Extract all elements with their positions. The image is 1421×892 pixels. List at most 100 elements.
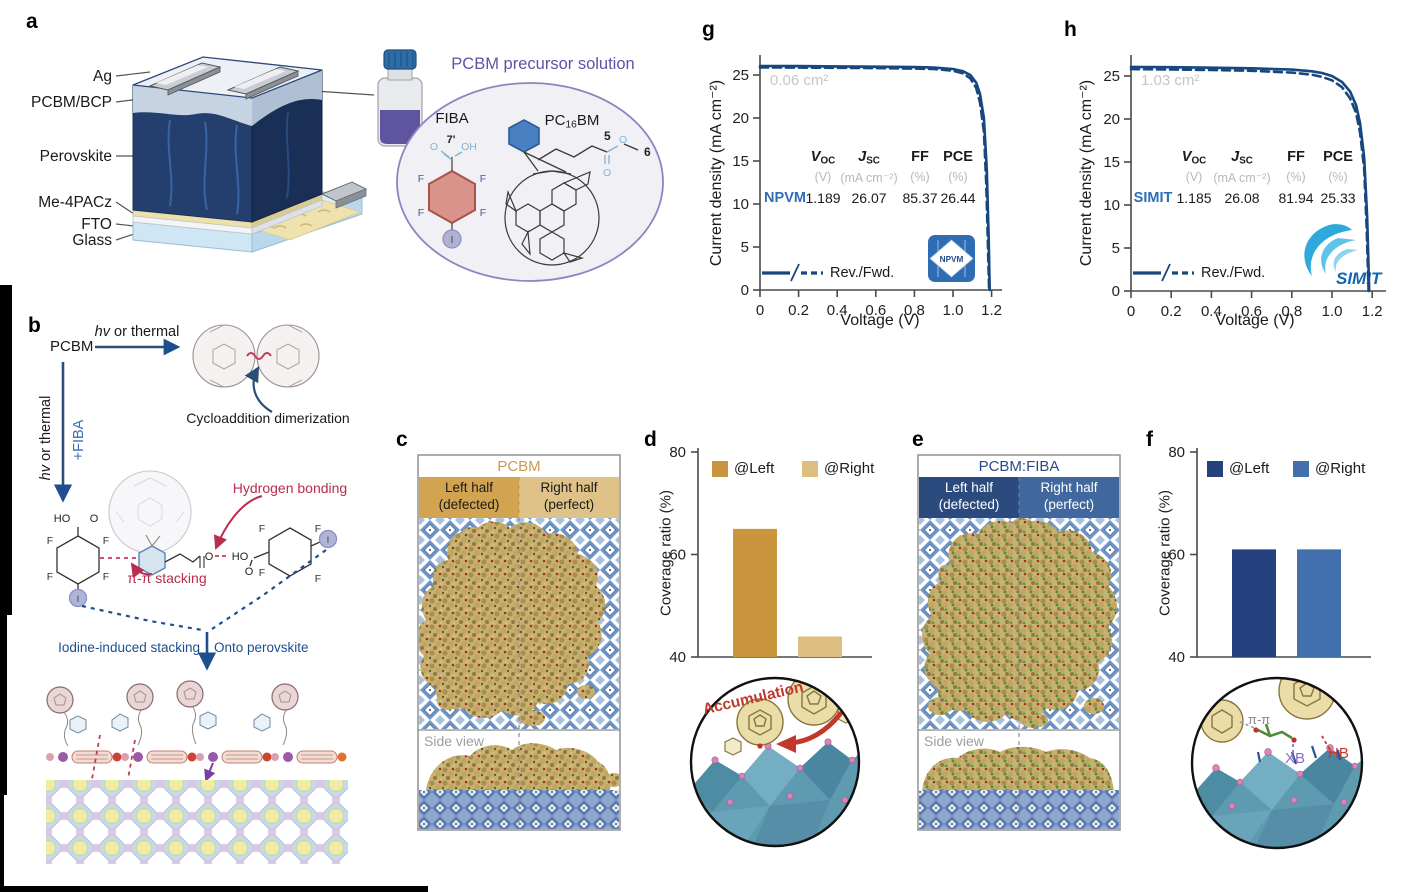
solution-title: PCBM precursor solution [451,55,635,73]
y-tick-label: 40 [1168,649,1185,666]
y-tick-label: 15 [732,153,749,170]
ff-value-h: 81.94 [1278,190,1314,206]
precursor-solution-bubble: I O OH 7' F F F F 5 [396,82,664,282]
perfect-label: (perfect) [1043,497,1095,512]
x-tick-label: 0.6 [1241,303,1262,320]
fluorine-label: F [480,207,486,219]
jv-ylabel-g: Current density (mA cm⁻²) [708,79,725,267]
voc-header: VOC [810,149,836,167]
jsc-unit: (mA cm⁻²) [840,171,898,185]
ff-unit: (%) [910,170,930,184]
hydrogen-bonding-arrow [213,495,263,550]
panel-letter-b: b [28,314,41,337]
x-tick-label: 1.0 [1322,303,1343,320]
fiba-green-molecule [1257,723,1293,740]
x-tick-label: 0.8 [904,302,925,319]
iodine-stacking-label: Iodine-induced stacking [58,640,200,655]
pcbm-aggregate-blob [419,521,606,718]
ff-header: FF [911,149,929,165]
ff-value-g: 85.37 [902,190,938,206]
x-tick-label: 0.2 [788,302,809,319]
iodine-dashed-left [81,604,203,632]
plus-fiba-label: +FIBA [71,419,87,461]
jv-legend-glyph-g [762,263,823,282]
cycloaddition-label: Cycloaddition dimerization [186,410,350,426]
y-tick-label: 80 [1168,444,1185,461]
y-tick-label: 25 [732,67,749,84]
rev-fwd-legend-g: Rev./Fwd. [830,265,895,281]
hb-inset-label: HB [1328,745,1349,762]
interaction-inset [1190,676,1364,850]
voc-value-h: 1.185 [1176,190,1212,206]
voc-unit: (V) [814,170,832,184]
perovskite-lattice [46,780,348,864]
jsc-header: JSC [858,149,880,167]
x-tick-label: 1.0 [943,302,964,319]
ff-unit: (%) [1286,170,1306,184]
x-tick-label: 0 [1127,303,1135,320]
simit-logo: SIMIT [1304,224,1383,288]
npvm-logo: NPVM [928,235,975,282]
carbonyl-oxygen-label: O [603,167,611,179]
md-snapshot-pcbm [417,454,621,831]
position-7-label: 7' [447,134,456,146]
panel-letter-e: e [912,428,924,451]
perfect-label: (perfect) [543,497,595,512]
hydrogen-bonding-label: Hydrogen bonding [232,480,348,496]
bar-@Left [733,528,777,657]
fluorine-label: F [418,207,424,219]
page-edge-bar-bottom [0,886,428,892]
panel-letter-c: c [396,428,408,451]
fiba-molecule: I O OH 7' F F F F [418,134,486,249]
y-tick-label: 10 [732,196,749,213]
pi-stacking-arrow [130,562,153,578]
device-schematic: I O OH 7' F F F F 5 [115,49,664,282]
defected-label: (defected) [438,497,500,512]
accumulation-inset [689,676,861,848]
pcbm-reactant-label: PCBM [50,338,94,355]
o-label: O [245,566,254,578]
x-tick-label: 0.8 [1281,303,1302,320]
panel-e-border [917,454,1121,831]
y-tick-label: 20 [1103,111,1120,128]
fluorine-label: F [259,567,265,579]
x-tick-label: 0.4 [827,302,848,319]
header-left-defected [419,477,519,518]
x-tick-label: 0.2 [1161,303,1182,320]
y-tick-label: 60 [669,547,686,564]
y-tick-label: 5 [741,239,749,256]
fiba-label: FIBA [435,110,469,127]
pcbm-fiba-sideview-mound [922,746,1114,792]
legend-swatch-right-f [1293,461,1309,477]
bottom-layers [132,193,323,235]
layer-label-glass: Glass [72,232,112,249]
panel-c-border [417,454,621,831]
panel-letter-d: d [644,428,657,451]
side-view-label: Side view [924,733,984,749]
pce-unit: (%) [1328,170,1348,184]
pce-value-h: 25.33 [1320,190,1356,206]
x-tick-label: 1.2 [1362,303,1383,320]
legend-label-left-d: @Left [734,460,775,477]
fluorine-label: F [103,571,109,583]
bar-axes [697,448,872,658]
fluorine-label: F [315,573,321,585]
coverage-ylabel-d: Coverage ratio (%) [657,490,675,616]
layer-label-pcbm-bcp: PCBM/BCP [31,94,112,111]
y-tick-label: 80 [669,444,686,461]
panel-c-title: PCBM [497,458,541,475]
anchor-dashes [91,734,136,780]
rev-fwd-legend-h: Rev./Fwd. [1201,265,1266,281]
device-name-g: NPVM [764,190,806,206]
pi-pi-inset-label: π-π [1248,712,1271,727]
header-right-perfect [1019,477,1119,518]
bar-@Right [798,636,842,657]
panel-letter-g: g [702,18,715,41]
jv-xlabel-h: Voltage (V) [1215,312,1295,329]
x-tick-label: 0.4 [1201,303,1222,320]
page-edge-bar [0,795,4,892]
carbon-5-label: 5 [604,129,611,143]
jsc-value-h: 26.08 [1224,190,1260,206]
